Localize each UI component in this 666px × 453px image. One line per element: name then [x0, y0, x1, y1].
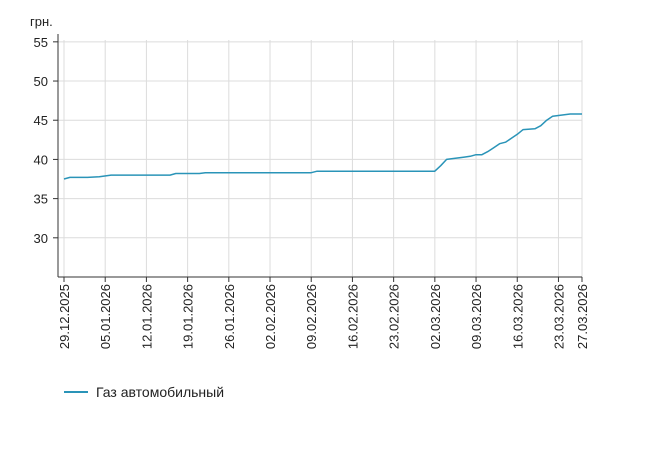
x-tick-label: 09.02.2026	[304, 284, 319, 349]
legend: Газ автомобильный	[64, 384, 224, 400]
y-tick-label: 40	[34, 152, 48, 167]
y-tick-label: 30	[34, 231, 48, 246]
x-tick-label: 05.01.2026	[98, 284, 113, 349]
x-tick-label: 27.03.2026	[575, 284, 590, 349]
x-tick-label: 12.01.2026	[139, 284, 154, 349]
y-tick-label: 55	[34, 35, 48, 50]
y-tick-label: 45	[34, 113, 48, 128]
x-tick-label: 19.01.2026	[181, 284, 196, 349]
series-lines	[63, 113, 582, 180]
x-tick-label: 26.01.2026	[222, 284, 237, 349]
x-tick-label: 09.03.2026	[469, 284, 484, 349]
legend-label-series-1: Газ автомобильный	[96, 384, 225, 400]
x-tick-label: 23.03.2026	[551, 284, 566, 349]
y-tick-label: 35	[34, 192, 48, 207]
legend-swatch	[64, 391, 88, 393]
x-tick-label: 16.03.2026	[510, 284, 525, 349]
y-tick-labels: 30 35 40 45 50 55	[34, 35, 48, 246]
grid	[58, 40, 583, 277]
x-tick-label: 29.12.2025	[57, 284, 72, 349]
x-tick-labels: 29.12.2025 05.01.2026 12.01.2026 19.01.2026…	[57, 284, 590, 349]
y-tick-label: 50	[34, 74, 48, 89]
axes	[53, 34, 583, 282]
x-tick-label: 02.02.2026	[263, 284, 278, 349]
y-axis-unit-label: грн.	[30, 14, 53, 29]
x-tick-label: 02.03.2026	[428, 284, 443, 349]
x-tick-label: 23.02.2026	[387, 284, 402, 349]
x-tick-label: 16.02.2026	[345, 284, 360, 349]
series-line-1	[63, 113, 582, 180]
